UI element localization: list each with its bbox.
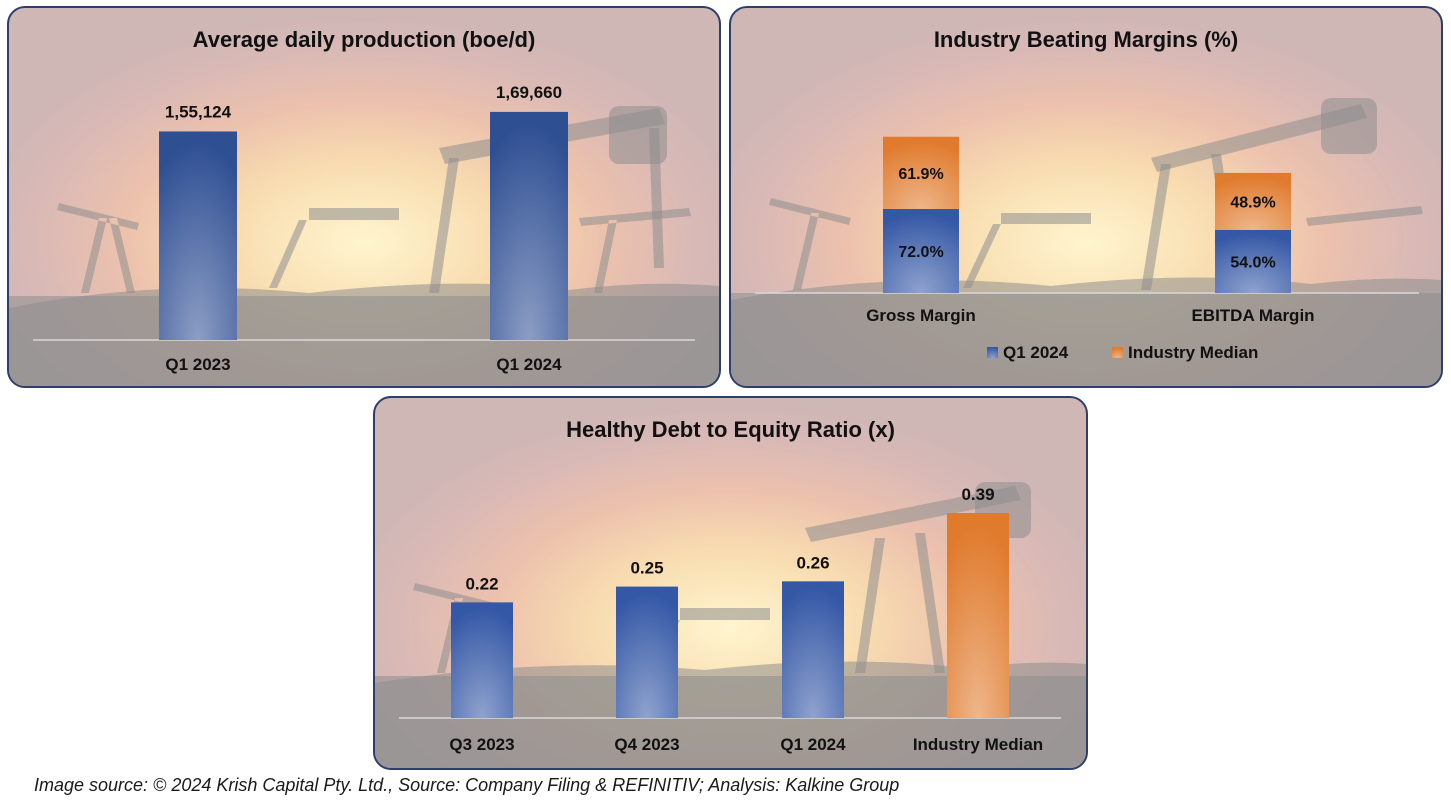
chart-panel-debt-equity: 0.22 Q3 2023 0.25 Q4 2023 0.26 Q1 2024 0.39 Ind… [373,396,1088,770]
data-label: 0.25 [630,559,663,578]
bar-q1-2024 [490,111,568,341]
production-chart-title: Average daily production (boe/d) [192,27,536,52]
bar-q1-2023 [159,131,237,340]
bar-q4-2023 [616,586,678,718]
image-source-footer: Image source: © 2024 Krish Capital Pty. … [34,775,900,795]
bar-ebitda-margin-q1-2024 [1215,229,1291,293]
x-tick-label: Q1 2024 [496,355,562,374]
margins-chart-svg: 72.0% 61.9% Gross Margin 54.0% 48.9% EBITDA M… [731,98,1441,386]
bar-industry-median [947,513,1009,718]
debt-equity-chart-title: Healthy Debt to Equity Ratio (x) [566,417,895,442]
x-tick-label: Q1 2023 [165,355,230,374]
legend-swatch-q1-2024 [987,347,998,358]
x-tick-label: Gross Margin [866,306,976,325]
data-label: 0.39 [961,485,994,504]
data-label: 0.26 [796,553,829,572]
margins-chart-title: Industry Beating Margins (%) [933,27,1239,52]
chart-panel-margins: 72.0% 61.9% Gross Margin 54.0% 48.9% EBITDA M… [729,6,1443,388]
oil-rig-silhouette [731,98,1441,386]
production-chart-svg: 1,55,124 Q1 2023 1,69,660 Q1 2024 [9,83,719,386]
data-label: 1,55,124 [165,102,232,121]
x-tick-label: Q3 2023 [449,735,514,754]
data-label: 1,69,660 [496,83,562,102]
data-label: 0.22 [465,574,498,593]
bar-ebitda-margin-industry-median [1215,172,1291,230]
bar-gross-margin-industry-median [883,136,959,209]
data-label: 72.0% [898,244,943,261]
debt-equity-chart-svg: 0.22 Q3 2023 0.25 Q4 2023 0.26 Q1 2024 0.39 Ind… [375,482,1086,768]
x-tick-label: Q1 2024 [780,735,846,754]
x-tick-label: Q4 2023 [614,735,679,754]
oil-rig-silhouette [9,106,719,386]
bar-gross-margin-q1-2024 [883,208,959,293]
debt-equity-plot: 0.22 Q3 2023 0.25 Q4 2023 0.26 Q1 2024 0.39 Ind… [399,485,1061,754]
legend-swatch-industry-median [1112,347,1123,358]
data-label: 48.9% [1230,194,1275,211]
x-tick-label: Industry Median [913,735,1043,754]
data-label: 61.9% [898,166,943,183]
legend-label: Q1 2024 [1003,343,1069,362]
legend-label: Industry Median [1128,343,1258,362]
bar-q3-2023 [451,602,513,718]
bar-q1-2024 [782,581,844,718]
x-tick-label: EBITDA Margin [1191,306,1314,325]
production-plot: 1,55,124 Q1 2023 1,69,660 Q1 2024 [33,83,695,374]
margins-plot: 72.0% 61.9% Gross Margin 54.0% 48.9% EBITDA M… [755,136,1419,362]
chart-panel-production: 1,55,124 Q1 2023 1,69,660 Q1 2024 Average d… [7,6,721,388]
data-label: 54.0% [1230,254,1275,271]
